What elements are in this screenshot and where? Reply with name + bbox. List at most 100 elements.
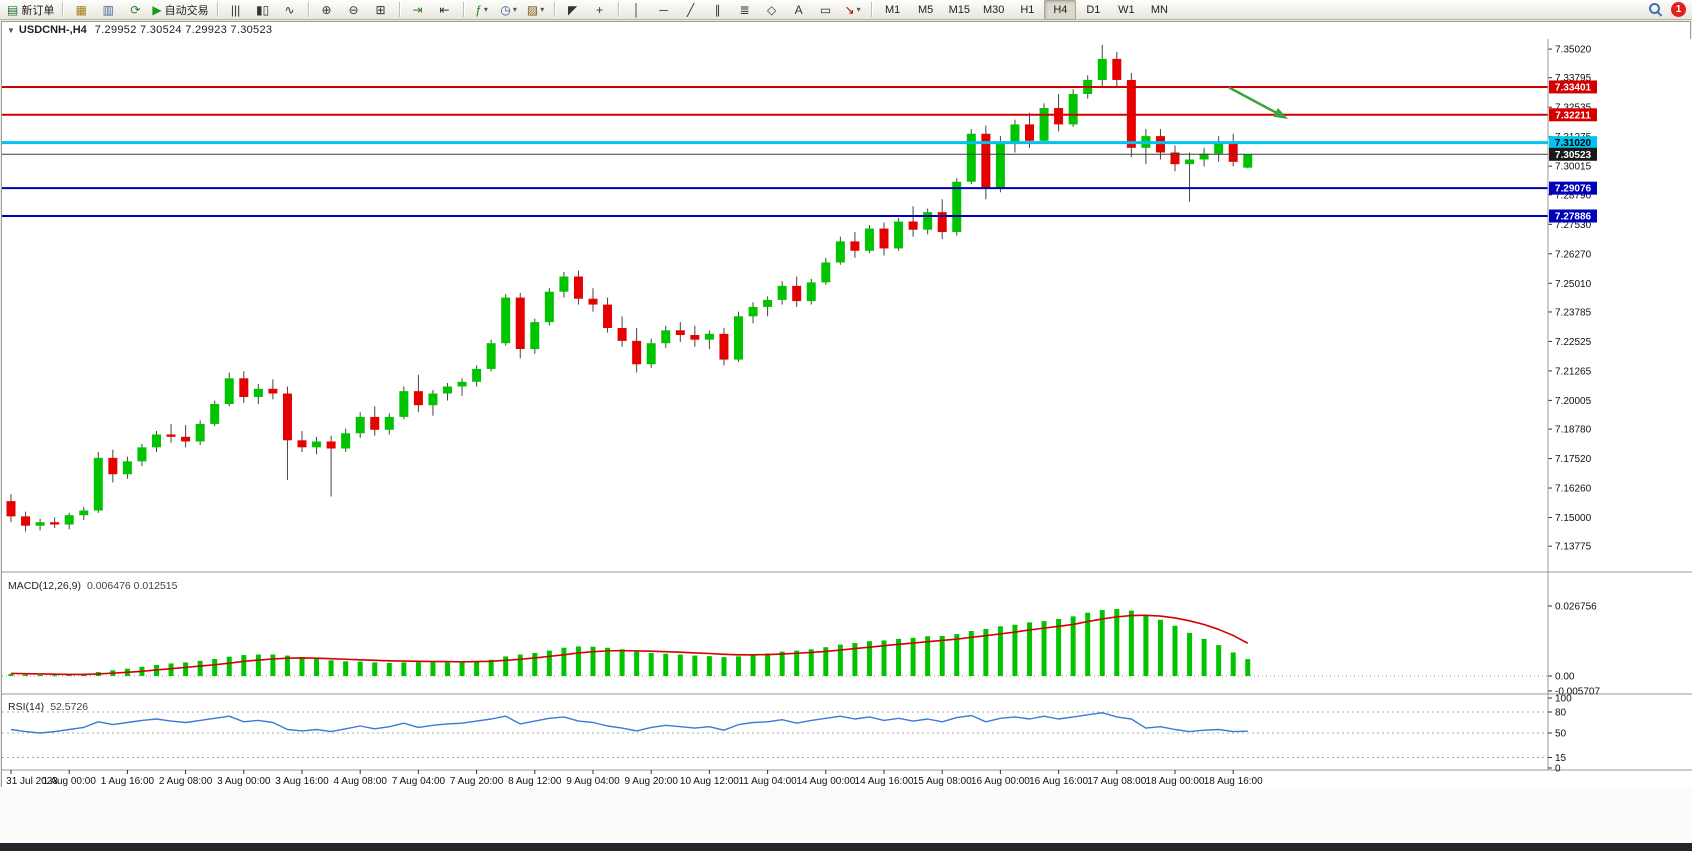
zoom-in-button[interactable]: ⊕ [314, 0, 340, 20]
svg-text:18 Aug 16:00: 18 Aug 16:00 [1204, 776, 1263, 787]
macd-bar [1114, 609, 1120, 676]
periods-button[interactable]: ◷ ▾ [496, 0, 522, 20]
price-line-label [1549, 181, 1597, 195]
candle-chart-button[interactable]: ▮▯ [250, 0, 276, 20]
svg-text:7.29076: 7.29076 [1555, 184, 1592, 195]
macd-bar [881, 640, 887, 676]
timeframe-h4-button[interactable]: H4 [1044, 0, 1077, 20]
macd-bar [503, 656, 509, 676]
notification-badge[interactable]: 1 [1671, 2, 1686, 17]
crosshair-button[interactable]: + [587, 0, 613, 20]
candle [952, 181, 962, 233]
trendline-button[interactable]: ╱ [678, 0, 704, 20]
candle [530, 322, 540, 350]
svg-text:3 Aug 00:00: 3 Aug 00:00 [217, 776, 271, 787]
profiles-button[interactable]: ▥ [95, 0, 121, 20]
arrow-annotation[interactable] [1228, 86, 1288, 119]
candle [821, 262, 831, 283]
trendline-icon: ╱ [686, 2, 695, 17]
macd-bar [474, 661, 480, 676]
autotrading-button[interactable]: ▶ 自动交易 [149, 0, 211, 20]
timeframe-m1-button[interactable]: M1 [884, 3, 901, 16]
fibonacci-button[interactable]: ≣ [732, 0, 758, 20]
macd-bar [314, 658, 320, 676]
vertical-line-button[interactable]: │ [624, 0, 650, 20]
chart-shift-button[interactable]: ⇤ [432, 0, 458, 20]
candle [79, 510, 89, 516]
templates-button[interactable]: ▨ ▾ [523, 0, 549, 20]
svg-text:7.35020: 7.35020 [1555, 45, 1592, 56]
cursor-button[interactable]: ◤ [560, 0, 586, 20]
chart-canvas[interactable]: 7.350207.337957.325357.312757.300157.287… [2, 39, 1692, 787]
candle [864, 228, 874, 251]
macd-bar [823, 647, 829, 676]
search-icon[interactable] [1648, 2, 1663, 17]
refresh-button[interactable]: ⟳ [122, 0, 148, 20]
svg-text:1 Aug 00:00: 1 Aug 00:00 [43, 776, 97, 787]
candle [1214, 143, 1224, 154]
shapes-button[interactable]: ◇ [759, 0, 785, 20]
macd-bar [765, 653, 771, 676]
macd-bar [517, 654, 523, 676]
candle [64, 515, 74, 525]
text-button[interactable]: A [786, 0, 812, 20]
toolbar-separator [398, 2, 400, 17]
candle [1112, 58, 1122, 80]
timeframe-m15-button[interactable]: M15 [948, 3, 970, 16]
dropdown-arrow-icon: ▾ [856, 5, 861, 14]
candle [1054, 108, 1064, 125]
fibonacci-icon: ≣ [739, 2, 750, 17]
macd-bar [532, 652, 538, 676]
candle [908, 221, 918, 230]
candle [734, 316, 743, 360]
macd-bar [1187, 632, 1193, 676]
text-label-button[interactable]: ▭ [813, 0, 839, 20]
toolbar-separator [307, 2, 309, 17]
window-bottom-edge [0, 843, 1692, 851]
new-chart-button[interactable]: ▦ [68, 0, 94, 20]
line-chart-button[interactable]: ∿ [277, 0, 303, 20]
candle [384, 416, 394, 430]
horizontal-line-button[interactable]: ─ [651, 0, 677, 20]
timeframe-mn-button[interactable]: MN [1150, 3, 1168, 16]
templates-icon: ▨ [526, 2, 539, 17]
auto-scroll-button[interactable]: ⇥ [405, 0, 431, 20]
channel-button[interactable]: ∥ [705, 0, 731, 20]
timeframe-d1-button[interactable]: D1 [1086, 3, 1101, 16]
candle [690, 335, 700, 340]
macd-bar [284, 655, 290, 676]
new-chart-icon: ▦ [75, 2, 88, 17]
macd-bar [1143, 614, 1149, 676]
svg-text:7.20005: 7.20005 [1555, 396, 1592, 407]
indicators-button[interactable]: ƒ ▾ [469, 0, 495, 20]
toolbar: ▤ 新订单 ▦ ▥ ⟳ ▶ 自动交易 ||| ▮▯ ∿ ⊕ ⊖ ⊞ ⇥ ⇤ ƒ ▾ ◷ ▾ ▨ ▾ ◤ + │ ─ ╱ ∥ ≣ ◇ A ▭ ↘… [0, 0, 1692, 20]
macd-bar [808, 649, 814, 676]
macd-bar [183, 662, 189, 676]
timeframe-w1-button[interactable]: W1 [1118, 3, 1135, 16]
candle [6, 501, 16, 517]
macd-bar [1128, 610, 1134, 676]
macd-bar [1201, 638, 1207, 676]
macd-bar [372, 662, 378, 676]
new-order-button[interactable]: ▤ 新订单 [4, 0, 57, 20]
macd-bar [1099, 610, 1105, 676]
zoom-out-button[interactable]: ⊖ [341, 0, 367, 20]
candle [617, 327, 627, 341]
timeframe-h1-button[interactable]: H1 [1020, 3, 1035, 16]
arrows-button[interactable]: ↘ ▾ [840, 0, 866, 20]
tile-windows-button[interactable]: ⊞ [368, 0, 394, 20]
chart-collapse-icon[interactable] [7, 24, 19, 36]
macd-bar [590, 646, 596, 676]
macd-bar [241, 655, 247, 676]
candle [966, 133, 976, 182]
timeframe-m5-button[interactable]: M5 [917, 3, 934, 16]
bar-chart-button[interactable]: ||| [223, 0, 249, 20]
candle [152, 434, 161, 448]
macd-bar [837, 644, 843, 676]
macd-bar [270, 654, 276, 676]
status-area [0, 787, 1692, 843]
timeframe-m30-button[interactable]: M30 [982, 3, 1005, 16]
macd-bar [1012, 624, 1018, 676]
